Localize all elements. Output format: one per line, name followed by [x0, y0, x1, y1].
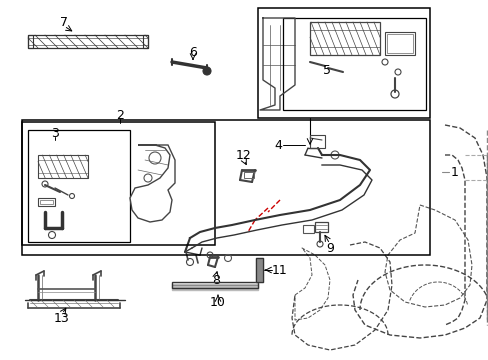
- Text: 8: 8: [212, 274, 220, 287]
- Text: 2: 2: [116, 108, 123, 122]
- Bar: [258, 8, 429, 118]
- Text: 1: 1: [450, 166, 458, 179]
- Text: 9: 9: [325, 242, 333, 255]
- Bar: [38, 155, 88, 178]
- Bar: [38, 198, 55, 206]
- Bar: [283, 18, 425, 110]
- Bar: [303, 225, 313, 233]
- Text: 12: 12: [236, 149, 251, 162]
- Bar: [142, 35, 148, 48]
- Bar: [28, 130, 130, 242]
- Text: 3: 3: [51, 126, 59, 140]
- Bar: [386, 34, 412, 53]
- Bar: [256, 258, 263, 282]
- Bar: [22, 120, 429, 255]
- Text: 10: 10: [210, 296, 225, 309]
- Polygon shape: [130, 145, 175, 222]
- Bar: [172, 282, 258, 288]
- Bar: [384, 32, 414, 55]
- Bar: [22, 122, 215, 245]
- Bar: [314, 222, 327, 232]
- Bar: [309, 135, 325, 148]
- Bar: [309, 22, 379, 55]
- Text: 5: 5: [323, 63, 330, 77]
- Text: 7: 7: [60, 15, 68, 28]
- Bar: [40, 200, 53, 204]
- Bar: [28, 35, 148, 48]
- Text: 4: 4: [273, 139, 282, 152]
- Bar: [244, 172, 253, 178]
- Text: 13: 13: [54, 311, 70, 324]
- Text: 11: 11: [271, 264, 287, 276]
- Bar: [28, 35, 33, 48]
- Text: 6: 6: [189, 45, 197, 59]
- Circle shape: [203, 67, 210, 75]
